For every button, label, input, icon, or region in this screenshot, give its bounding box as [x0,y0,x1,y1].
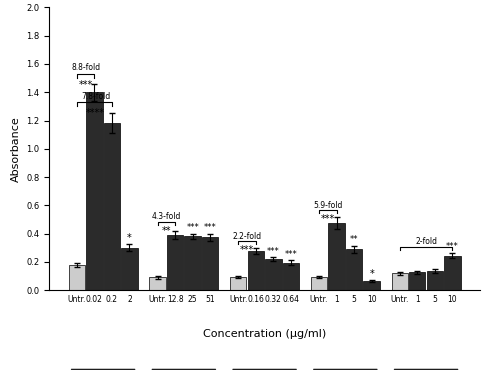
Text: ****: **** [86,108,105,118]
Bar [121,248,138,290]
Text: ***: *** [267,247,280,256]
Y-axis label: Absorbance: Absorbance [10,116,21,182]
Bar [184,237,201,290]
Bar [265,259,282,290]
Bar [202,237,219,290]
Bar [167,235,183,290]
Text: ***: *** [446,242,459,251]
Text: 4.3-fold: 4.3-fold [151,212,181,221]
Bar [149,278,166,290]
Text: ***: *** [78,80,93,90]
Bar [247,251,264,290]
Bar [104,124,120,290]
Text: ***: *** [186,223,199,232]
Text: *: * [369,269,374,279]
Bar [328,223,345,290]
Bar [283,263,299,290]
Bar [311,277,327,290]
Text: **: ** [162,226,171,236]
Text: ***: *** [285,250,297,259]
Text: ***: *** [240,245,254,255]
Text: *: * [127,233,132,243]
Bar [444,256,461,290]
Text: 2-fold: 2-fold [415,237,437,246]
X-axis label: Concentration (μg/ml): Concentration (μg/ml) [203,329,326,339]
Text: 5.9-fold: 5.9-fold [313,201,343,209]
Text: 8.8-fold: 8.8-fold [71,64,100,73]
Text: 7.8-fold: 7.8-fold [81,92,110,101]
Bar [427,271,443,290]
Bar [86,92,102,290]
Bar [392,273,408,290]
Text: ***: *** [204,223,217,232]
Text: ***: *** [320,214,335,224]
Bar [69,265,85,290]
Bar [364,281,380,290]
Text: 2.2-fold: 2.2-fold [232,232,262,241]
Bar [230,277,246,290]
Bar [346,249,362,290]
Text: **: ** [350,235,358,244]
Bar [409,272,425,290]
